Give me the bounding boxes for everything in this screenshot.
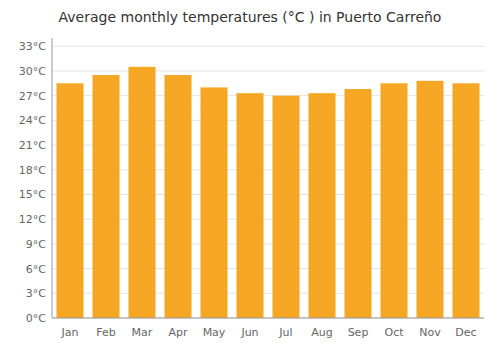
grid-line [52, 70, 484, 71]
x-tick-label: May [203, 326, 226, 339]
bar [453, 83, 480, 318]
x-tick-label: Dec [455, 326, 476, 339]
chart-container: Average monthly temperatures (°C ) in Pu… [0, 0, 500, 350]
x-tick-label: Nov [419, 326, 441, 339]
title: Average monthly temperatures (°C ) in Pu… [59, 9, 442, 25]
x-tick-label: Jun [240, 326, 258, 339]
y-tick-label: 12°C [19, 213, 46, 226]
bars [57, 67, 480, 318]
y-tick-label: 30°C [19, 65, 46, 78]
x-tick-label: Jan [61, 326, 79, 339]
y-tick-label: 9°C [26, 238, 46, 251]
x-tick-label: Oct [384, 326, 404, 339]
grid [52, 46, 484, 318]
bar [201, 87, 228, 318]
y-tick-label: 33°C [19, 40, 46, 53]
x-tick-label: Apr [168, 326, 188, 339]
y-tick-label: 15°C [19, 188, 46, 201]
x-tick-label: Sep [348, 326, 369, 339]
x-axis-line [52, 318, 484, 319]
bar [237, 93, 264, 318]
bar [417, 81, 444, 318]
bar [309, 93, 336, 318]
bar [57, 83, 84, 318]
y-tick-label: 6°C [26, 263, 46, 276]
y-tick-label: 0°C [26, 312, 46, 325]
bar [165, 75, 192, 318]
y-axis-line [52, 38, 53, 318]
x-tick-label: Jul [278, 326, 292, 339]
chart: Average monthly temperatures (°C ) in Pu… [0, 0, 500, 350]
y-tick-label: 27°C [19, 90, 46, 103]
x-tick-label: Feb [96, 326, 115, 339]
y-tick-label: 3°C [26, 287, 46, 300]
grid-line [52, 46, 484, 47]
x-tick-label: Mar [132, 326, 153, 339]
y-tick-label: 24°C [19, 114, 46, 127]
bar [381, 83, 408, 318]
x-tick-label: Aug [311, 326, 332, 339]
y-tick-label: 18°C [19, 164, 46, 177]
bar [273, 96, 300, 318]
bar [129, 67, 156, 318]
bar [345, 89, 372, 318]
grid-line [52, 318, 484, 319]
y-tick-label: 21°C [19, 139, 46, 152]
bar [93, 75, 120, 318]
